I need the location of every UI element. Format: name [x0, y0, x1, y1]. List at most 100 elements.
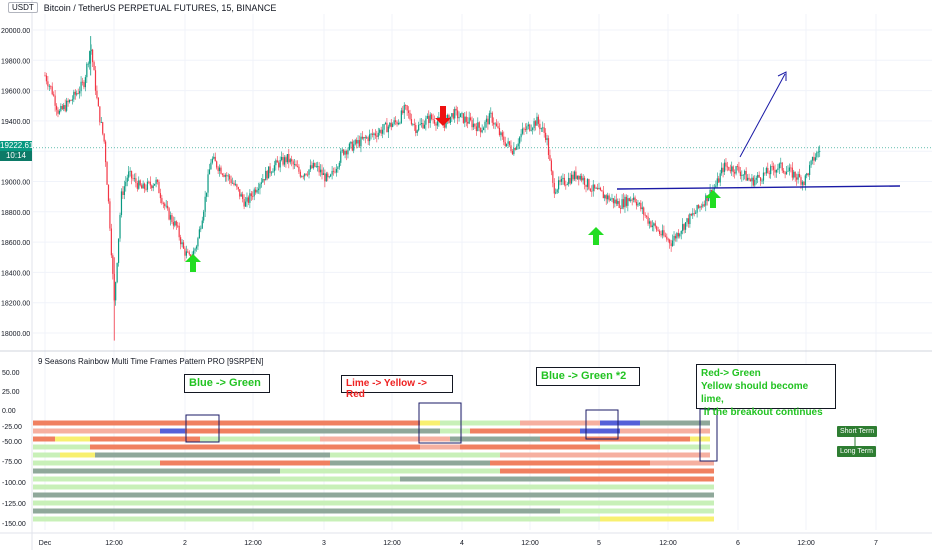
price-tick-label: 18200.00: [1, 301, 30, 308]
rainbow-band-segment: [33, 468, 280, 474]
candle: [677, 229, 679, 239]
candle: [774, 164, 776, 178]
candle: [180, 234, 182, 250]
symbol-title[interactable]: Bitcoin / TetherUS PERPETUAL FUTURES, 15…: [43, 2, 277, 13]
rainbow-band-segment: [90, 444, 420, 450]
candle-body: [154, 183, 156, 186]
candle-body: [415, 125, 417, 133]
candle: [692, 208, 694, 219]
candle: [363, 136, 365, 141]
indicator-title[interactable]: 9 Seasons Rainbow Multi Time Frames Patt…: [38, 357, 264, 366]
candle: [117, 238, 120, 267]
candle-body: [262, 179, 264, 183]
candle-body: [462, 113, 464, 123]
candle-body: [651, 225, 653, 227]
candle: [379, 128, 381, 136]
candle: [722, 163, 724, 178]
rainbow-band-segment: [33, 444, 90, 450]
candle-body: [540, 128, 542, 130]
candle: [700, 203, 703, 210]
candle: [777, 163, 779, 173]
candle: [618, 198, 620, 209]
candle-body: [563, 177, 565, 185]
candle: [604, 194, 606, 202]
candle-body: [109, 201, 111, 229]
candle: [594, 184, 596, 192]
candle-body: [213, 156, 215, 159]
candle: [58, 109, 61, 115]
candle: [471, 116, 473, 131]
candle: [239, 189, 241, 200]
candle: [195, 244, 198, 252]
candle: [679, 232, 681, 239]
candle-body: [588, 179, 590, 189]
candle: [524, 123, 527, 132]
candle: [243, 194, 245, 210]
candle: [214, 152, 216, 162]
candle-body: [392, 124, 394, 127]
candle-body: [784, 172, 786, 175]
candle-body: [813, 156, 815, 161]
candle-body: [132, 178, 134, 180]
candle: [670, 239, 672, 252]
rainbow-band-segment: [33, 492, 714, 498]
candle-body: [689, 213, 691, 225]
candle: [107, 184, 110, 204]
candle-body: [661, 230, 664, 236]
candle: [412, 123, 414, 127]
candle: [96, 85, 98, 100]
candle-body: [184, 248, 186, 256]
candle-body: [598, 187, 600, 190]
candle: [801, 180, 804, 191]
price-tick-label: 18600.00: [1, 240, 30, 247]
candle: [762, 167, 765, 185]
candle: [449, 116, 452, 125]
candle: [285, 155, 287, 168]
candle-body: [751, 177, 753, 182]
candle: [459, 113, 462, 118]
candle: [609, 197, 612, 201]
candle: [474, 123, 476, 129]
candle: [596, 183, 599, 190]
candle-body: [425, 118, 427, 125]
candle-body: [407, 110, 410, 114]
candle-body: [71, 99, 74, 101]
candle: [803, 181, 805, 187]
candle: [139, 179, 141, 187]
candle-body: [507, 141, 509, 144]
rainbow-band-segment: [95, 452, 330, 458]
candle-body: [305, 173, 307, 175]
candle-body: [654, 223, 656, 227]
candle: [387, 124, 389, 138]
candle: [325, 171, 327, 182]
candle: [573, 170, 576, 182]
candle: [472, 118, 475, 130]
candle: [513, 142, 515, 156]
currency-badge[interactable]: USDT: [8, 2, 38, 13]
candle: [278, 160, 280, 171]
candle: [330, 173, 332, 178]
candle: [787, 165, 789, 172]
candle-body: [545, 132, 547, 141]
candle-body: [767, 168, 769, 174]
candle-body: [70, 100, 72, 101]
candle-body: [513, 148, 515, 155]
rainbow-band-segment: [560, 508, 714, 514]
candle-body: [617, 201, 619, 204]
candle: [644, 212, 646, 218]
candle-body: [117, 238, 120, 263]
candle-body: [491, 112, 493, 123]
candle-body: [671, 240, 674, 246]
candle: [689, 212, 691, 228]
candle: [595, 186, 597, 189]
candle: [286, 153, 288, 165]
price-tick-label: 18800.00: [1, 210, 30, 217]
rainbow-band-segment: [600, 444, 710, 450]
candle: [748, 173, 750, 182]
candle: [657, 226, 659, 232]
candle: [159, 188, 162, 204]
candle-body: [387, 126, 389, 133]
candle: [155, 176, 157, 188]
candle-body: [360, 136, 362, 147]
